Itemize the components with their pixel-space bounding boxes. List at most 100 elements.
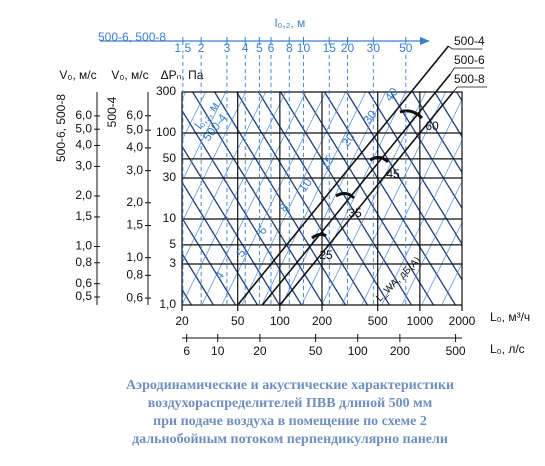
v1-name: 500-6, 500-8 xyxy=(54,94,68,162)
x-tick-label: 200 xyxy=(312,314,332,328)
sound-title: L_WA, дБ(A) xyxy=(374,255,423,304)
range-line xyxy=(321,92,427,305)
y-tick-label: 3 xyxy=(169,256,176,270)
top-axis-title: l₀,₂, м xyxy=(275,16,306,30)
top-tick-label: 5 xyxy=(256,41,263,55)
isoline xyxy=(455,92,462,103)
y-tick-label: 30 xyxy=(163,170,177,184)
top-tick-label: 4 xyxy=(242,41,249,55)
v1-title: V₀, м/с xyxy=(59,68,96,82)
x-tick-label: 50 xyxy=(231,314,245,328)
sound-label: 45 xyxy=(386,167,400,181)
legend-leader xyxy=(452,86,488,93)
y-tick-label: 100 xyxy=(156,125,176,139)
x-axis-title: L₀, м³/ч xyxy=(490,310,530,324)
y-tick-label: 10 xyxy=(163,211,177,225)
sound-curve xyxy=(335,191,356,200)
x2-tick-label: 20 xyxy=(253,344,267,358)
isoline xyxy=(389,92,462,210)
series-line xyxy=(279,91,454,306)
legend-label: 500-6 xyxy=(454,53,485,67)
x2-tick-label: 6 xyxy=(183,344,190,358)
y-axis-title: ΔPₙ, Па xyxy=(161,68,204,82)
top-tick-label: 10 xyxy=(297,41,311,55)
v2-tick-label: 1,0 xyxy=(126,250,143,264)
range-line xyxy=(361,98,462,305)
caption-line: при подаче воздуха в помещение по схеме … xyxy=(153,414,427,429)
isoline xyxy=(520,52,545,461)
v1-tick-label: 6,0 xyxy=(75,108,92,122)
range-line xyxy=(381,139,462,305)
caption: Аэродинамические и акустические характер… xyxy=(126,378,454,447)
y-tick-label: 1,0 xyxy=(159,297,176,311)
isoline xyxy=(454,52,545,461)
v1-tick-label: 2,0 xyxy=(75,188,92,202)
x2-tick-label: 100 xyxy=(348,344,368,358)
x-tick-label: 1000 xyxy=(407,314,434,328)
top-tick-label: 50 xyxy=(399,41,413,55)
v2-tick-label: 1,5 xyxy=(126,218,143,232)
range-line xyxy=(221,92,327,305)
isoline xyxy=(0,52,142,461)
top-tick-label: 15 xyxy=(323,41,337,55)
v1-tick-label: 4,0 xyxy=(75,138,92,152)
v1-tick-label: 0,6 xyxy=(75,276,92,290)
isoline xyxy=(433,92,462,138)
y-tick-label: 50 xyxy=(163,151,177,165)
x-tick-label: 100 xyxy=(270,314,290,328)
sound-label: 25 xyxy=(319,248,333,262)
top-axis-name: 500-6, 500-8 xyxy=(98,30,166,44)
range-line xyxy=(441,262,462,305)
range-line xyxy=(401,180,462,305)
x2-tick-label: 500 xyxy=(446,344,466,358)
caption-line: дальнобойным потоком перпендикулярно пан… xyxy=(132,432,448,447)
isoline xyxy=(498,52,545,461)
v1-tick-label: 3,0 xyxy=(75,159,92,173)
range-label: 6 xyxy=(255,223,270,237)
x-tick-label: 20 xyxy=(175,314,189,328)
y-tick-label: 300 xyxy=(156,84,176,98)
x-tick-label: 500 xyxy=(368,314,388,328)
legend-label: 500-4 xyxy=(454,34,485,48)
v2-tick-label: 2,0 xyxy=(126,195,143,209)
top-tick-label: 1,5 xyxy=(175,41,192,55)
isoline xyxy=(411,92,462,174)
x2-tick-label: 10 xyxy=(211,344,225,358)
range-label: 40 xyxy=(382,85,401,104)
v1-tick-label: 1,5 xyxy=(75,209,92,223)
y-tick-label: 5 xyxy=(169,237,176,251)
x2-tick-label: 50 xyxy=(309,344,323,358)
top-tick-label: 2 xyxy=(198,41,205,55)
range-line xyxy=(182,92,267,265)
x2-axis-title: L₀, л/с xyxy=(490,342,525,356)
v2-tick-label: 6,0 xyxy=(126,108,143,122)
v2-tick-label: 3,0 xyxy=(126,163,143,177)
v1-tick-label: 0,5 xyxy=(75,289,92,303)
v2-tick-label: 0,8 xyxy=(126,267,143,281)
top-tick-label: 3 xyxy=(224,41,231,55)
caption-line: воздухораспределителей ПВВ длиной 500 мм xyxy=(148,396,433,411)
sound-label: 35 xyxy=(348,206,362,220)
caption-line: Аэродинамические и акустические характер… xyxy=(126,378,454,393)
range-line xyxy=(201,92,307,305)
legend-leader xyxy=(449,67,485,75)
v2-tick-label: 4,0 xyxy=(126,140,143,154)
top-tick-label: 30 xyxy=(367,41,381,55)
range-line xyxy=(421,221,462,305)
range-line xyxy=(472,0,545,325)
isoline xyxy=(476,52,545,461)
v2-tick-label: 5,0 xyxy=(126,122,143,136)
series-line xyxy=(237,45,450,306)
top-tick-label: 6 xyxy=(268,41,275,55)
v1-tick-label: 1,0 xyxy=(75,239,92,253)
top-tick-label: 8 xyxy=(286,41,293,55)
legend-leader xyxy=(448,45,483,50)
range-line xyxy=(261,92,367,305)
range-line xyxy=(341,92,447,305)
v2-tick-label: 0,6 xyxy=(126,290,143,304)
x-tick-label: 2000 xyxy=(449,314,476,328)
legend-label: 500-8 xyxy=(454,72,485,86)
v1-tick-label: 5,0 xyxy=(75,121,92,135)
range-line xyxy=(182,92,287,305)
